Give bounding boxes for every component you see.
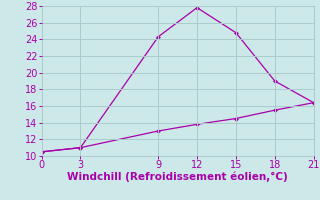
X-axis label: Windchill (Refroidissement éolien,°C): Windchill (Refroidissement éolien,°C): [67, 172, 288, 182]
